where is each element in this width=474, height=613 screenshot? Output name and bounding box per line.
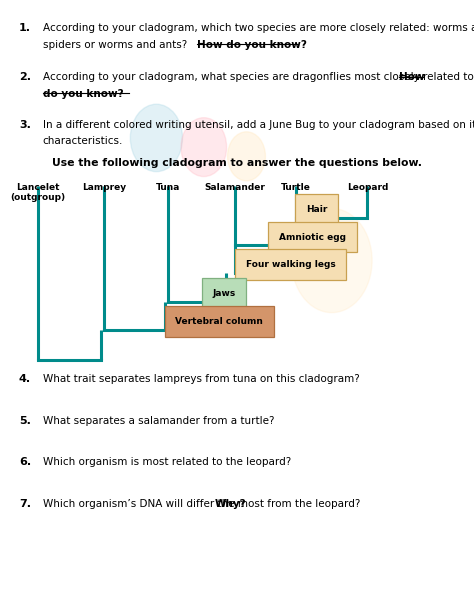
Text: 7.: 7. bbox=[19, 499, 31, 509]
Text: 1.: 1. bbox=[19, 23, 31, 33]
Text: In a different colored writing utensil, add a June Bug to your cladogram based o: In a different colored writing utensil, … bbox=[43, 120, 474, 129]
Text: do you know?: do you know? bbox=[43, 89, 123, 99]
Text: How: How bbox=[399, 72, 425, 82]
Text: Lancelet
(outgroup): Lancelet (outgroup) bbox=[10, 183, 65, 202]
Text: 6.: 6. bbox=[19, 457, 31, 467]
Text: Which organism’s DNA will differ the most from the leopard?: Which organism’s DNA will differ the mos… bbox=[43, 499, 366, 509]
Text: 4.: 4. bbox=[19, 374, 31, 384]
Text: Why?: Why? bbox=[215, 499, 246, 509]
Text: Hair: Hair bbox=[306, 205, 327, 214]
Text: Lamprey: Lamprey bbox=[82, 183, 127, 192]
Text: 5.: 5. bbox=[19, 416, 31, 425]
Text: According to your cladogram, what species are dragonflies most closely related t: According to your cladogram, what specie… bbox=[43, 72, 474, 82]
Text: characteristics.: characteristics. bbox=[43, 136, 123, 146]
Text: Use the following cladogram to answer the questions below.: Use the following cladogram to answer th… bbox=[52, 158, 422, 168]
Text: 2.: 2. bbox=[19, 72, 31, 82]
Circle shape bbox=[292, 208, 372, 313]
Text: What separates a salamander from a turtle?: What separates a salamander from a turtl… bbox=[43, 416, 274, 425]
Text: Tuna: Tuna bbox=[156, 183, 181, 192]
Text: Amniotic egg: Amniotic egg bbox=[279, 232, 346, 242]
Circle shape bbox=[228, 132, 265, 181]
Text: Leopard: Leopard bbox=[346, 183, 388, 192]
Circle shape bbox=[130, 104, 182, 172]
Text: Salamander: Salamander bbox=[204, 183, 265, 192]
Text: Four walking legs: Four walking legs bbox=[246, 260, 335, 269]
Text: According to your cladogram, which two species are more closely related: worms a: According to your cladogram, which two s… bbox=[43, 23, 474, 33]
Text: Jaws: Jaws bbox=[212, 289, 236, 298]
Circle shape bbox=[181, 118, 227, 177]
Text: 3.: 3. bbox=[19, 120, 31, 129]
Text: Turtle: Turtle bbox=[281, 183, 311, 192]
Text: How do you know?: How do you know? bbox=[197, 40, 307, 50]
Text: spiders or worms and ants?: spiders or worms and ants? bbox=[43, 40, 193, 50]
Text: Vertebral column: Vertebral column bbox=[175, 317, 263, 326]
Text: What trait separates lampreys from tuna on this cladogram?: What trait separates lampreys from tuna … bbox=[43, 374, 359, 384]
Text: Which organism is most related to the leopard?: Which organism is most related to the le… bbox=[43, 457, 291, 467]
